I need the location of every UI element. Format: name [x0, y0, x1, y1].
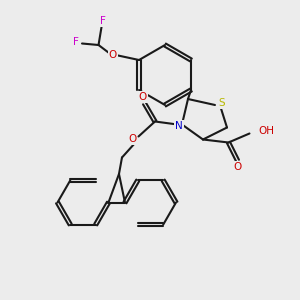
Text: OH: OH: [258, 125, 274, 136]
Text: O: O: [109, 50, 117, 61]
Text: F: F: [73, 37, 79, 47]
Text: N: N: [175, 121, 183, 131]
Text: S: S: [218, 98, 225, 109]
Text: O: O: [128, 134, 136, 145]
Text: O: O: [139, 92, 147, 102]
Text: O: O: [233, 162, 242, 172]
Text: F: F: [100, 16, 106, 26]
